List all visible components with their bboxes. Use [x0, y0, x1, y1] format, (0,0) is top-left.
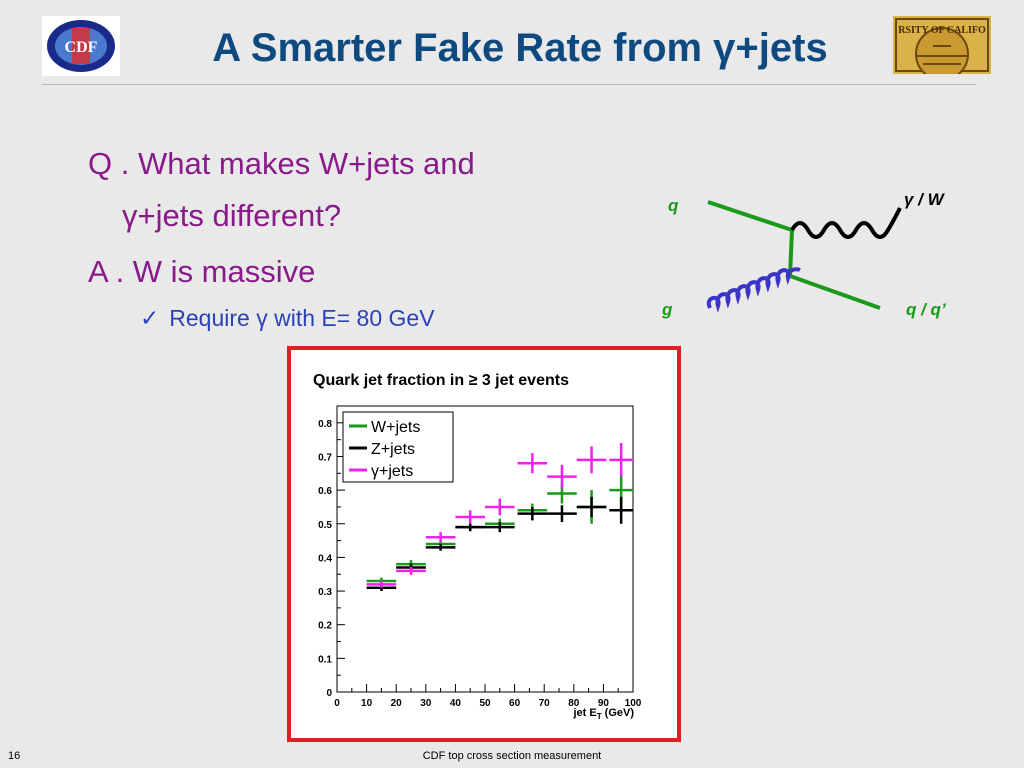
university-seal-logo: RSITY OF CALIFO [893, 16, 991, 81]
x-tick-label: 70 [539, 698, 551, 709]
title-divider [42, 84, 976, 85]
chart-svg: Quark jet fraction in ≥ 3 jet events 0 10… [291, 350, 677, 738]
x-axis-label: jet ET (GeV) [572, 707, 634, 721]
x-tick-label: 50 [479, 698, 491, 709]
chart-title: Quark jet fraction in ≥ 3 jet events [313, 372, 569, 389]
y-tick-label: 0 [326, 688, 332, 699]
cdf-logo-graphic: CDF [47, 20, 115, 72]
x-tick-label: 40 [450, 698, 462, 709]
x-tick-label: 90 [598, 698, 610, 709]
legend-label: W+jets [371, 419, 420, 436]
incoming-quark-line [707, 200, 793, 232]
question-line-2: γ+jets different? [122, 198, 342, 233]
quark-fraction-plot: Quark jet fraction in ≥ 3 jet events 0 10… [287, 346, 681, 742]
series-γ+jets [366, 443, 633, 588]
answer-bullet: A . W is massive [88, 254, 316, 289]
checkmark-icon: ✓ [140, 305, 160, 331]
y-tick-label: 0.1 [318, 654, 332, 665]
feynman-diagram: q g γ / W q / q’ [650, 180, 990, 330]
label-outgoing-quark: q / q’ [906, 300, 946, 319]
x-tick-label: 30 [420, 698, 432, 709]
x-axis-label-unit: (GeV) [602, 707, 635, 719]
x-axis-label-main: jet E [572, 707, 596, 719]
sub-bullet: ✓ Require γ with E= 80 GeV [140, 300, 540, 336]
footer-text: CDF top cross section measurement [422, 750, 602, 762]
series-Z+jets [366, 496, 633, 592]
y-tick-label: 0.2 [318, 621, 332, 632]
y-tick-label: 0.8 [318, 419, 332, 430]
outgoing-quark-line [789, 274, 881, 310]
question-line-1: Q . What makes W+jets and [88, 146, 475, 181]
label-incoming-quark: q [668, 196, 679, 215]
page-title: A Smarter Fake Rate from γ+jets [212, 26, 828, 70]
x-axis-label-sub: T [597, 712, 602, 721]
x-tick-label: 100 [625, 698, 642, 709]
gluon-curly-line [706, 267, 801, 313]
legend-label: γ+jets [371, 463, 413, 480]
label-boson: γ / W [904, 190, 944, 209]
y-tick-label: 0.3 [318, 587, 332, 598]
y-tick-label: 0.7 [318, 452, 332, 463]
x-tick-label: 10 [361, 698, 373, 709]
page-number: 16 [8, 750, 21, 762]
y-tick-label: 0.4 [318, 553, 332, 564]
propagator-line [788, 229, 794, 277]
feynman-graphic [706, 200, 902, 313]
seal-text: RSITY OF CALIFO [898, 25, 986, 36]
x-tick-label: 20 [391, 698, 403, 709]
x-tick-label: 80 [568, 698, 580, 709]
x-tick-label: 60 [509, 698, 521, 709]
y-tick-label: 0.5 [318, 520, 332, 531]
cdf-logo-text: CDF [65, 39, 98, 56]
legend-label: Z+jets [371, 441, 415, 458]
seal-graphic: RSITY OF CALIFO [893, 16, 991, 81]
cdf-logo: CDF [42, 16, 120, 76]
label-gluon: g [662, 300, 673, 319]
boson-wavy-line [790, 207, 902, 239]
y-tick-label: 0.6 [318, 486, 332, 497]
x-tick-label: 0 [334, 698, 340, 709]
question-bullet: Q . What makes W+jets and γ+jets differe… [88, 138, 608, 242]
sub-bullet-text: Require γ with E= 80 GeV [169, 305, 435, 331]
